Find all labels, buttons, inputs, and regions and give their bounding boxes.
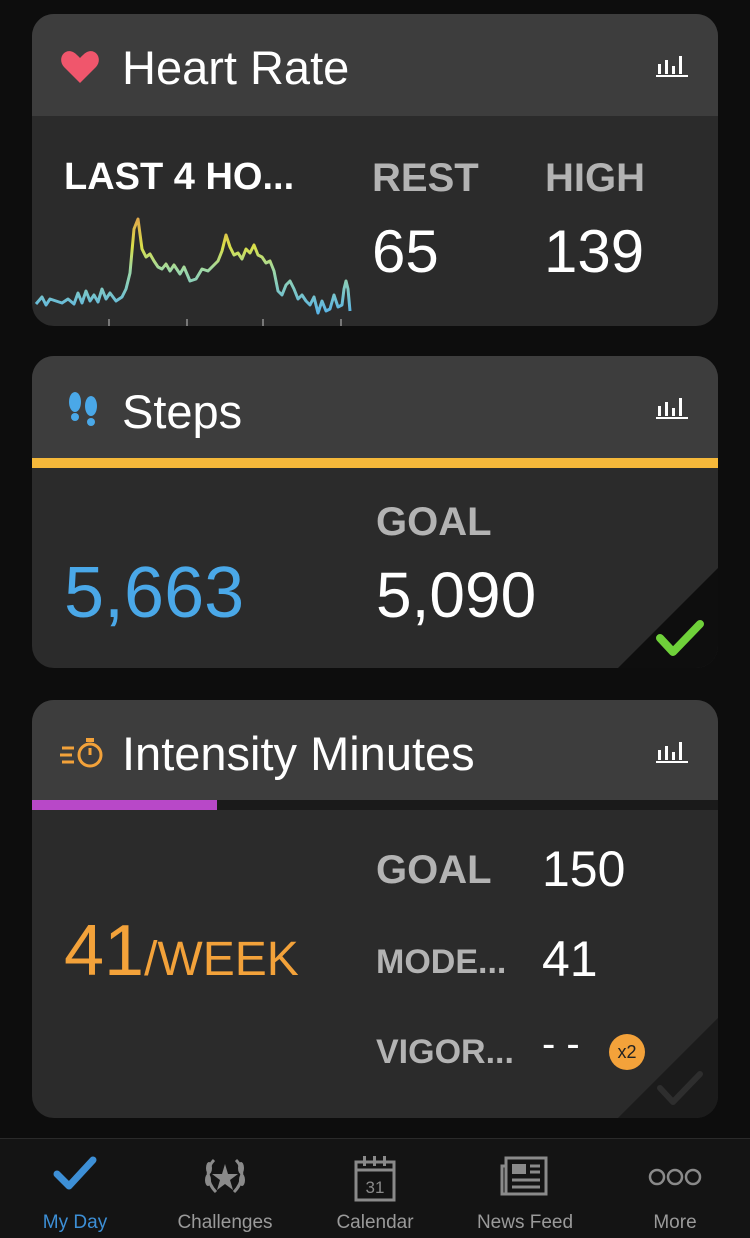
heart-rate-header[interactable]: Heart Rate — [32, 14, 718, 116]
high-value: 139 — [544, 218, 645, 285]
intensity-value: 41 — [64, 911, 145, 991]
steps-progress-track — [32, 458, 718, 468]
tab-label: More — [653, 1212, 697, 1233]
moderate-label: MODE... — [376, 943, 507, 981]
steps-title: Steps — [122, 385, 243, 438]
stats-icon[interactable] — [656, 396, 688, 420]
rest-value: 65 — [372, 218, 439, 285]
intensity-card[interactable]: Intensity Minutes 41/WEEK GOAL 150 MODE.… — [32, 700, 718, 1118]
intensity-title: Intensity Minutes — [122, 727, 475, 780]
stats-icon[interactable] — [656, 54, 688, 78]
stats-icon[interactable] — [656, 740, 688, 764]
steps-progress-fill — [32, 458, 718, 468]
intensity-value-group: 41/WEEK — [64, 910, 299, 992]
tab-label: Calendar — [336, 1212, 414, 1233]
heart-icon — [61, 51, 99, 83]
tab-label: Challenges — [177, 1212, 273, 1233]
goal-corner — [618, 568, 718, 668]
check-icon — [53, 1156, 97, 1190]
svg-text:31: 31 — [366, 1178, 385, 1197]
laurel-icon — [205, 1158, 245, 1194]
multiplier-text: x2 — [617, 1042, 637, 1062]
steps-header[interactable]: Steps — [32, 356, 718, 460]
intensity-goal-value: 150 — [542, 841, 626, 897]
intensity-unit: /WEEK — [144, 933, 299, 986]
stopwatch-icon — [60, 738, 103, 768]
high-label: HIGH — [545, 156, 645, 200]
heart-rate-title: Heart Rate — [122, 41, 350, 94]
tab-label: My Day — [42, 1212, 108, 1233]
rest-label: REST — [372, 156, 479, 200]
moderate-value: 41 — [542, 931, 598, 987]
steps-goal-label: GOAL — [376, 500, 492, 544]
vigorous-label: VIGOR... — [376, 1033, 514, 1071]
calendar-icon: 31 — [354, 1156, 396, 1202]
heart-rate-sparkline — [32, 217, 352, 326]
vigorous-value: - - — [542, 1022, 580, 1066]
more-icon — [648, 1168, 702, 1186]
goal-corner — [618, 1018, 718, 1118]
check-icon — [657, 1071, 703, 1105]
newspaper-icon — [500, 1156, 548, 1196]
intensity-goal-label: GOAL — [376, 848, 492, 892]
heart-rate-card[interactable]: Heart Rate LAST 4 HO... REST 65 HIGH 139 — [32, 14, 718, 326]
steps-value: 5,663 — [64, 553, 245, 633]
period-label: LAST 4 HO... — [64, 156, 295, 198]
tab-label: News Feed — [476, 1212, 574, 1233]
tab-bar — [0, 1138, 750, 1238]
intensity-header[interactable]: Intensity Minutes — [32, 700, 718, 802]
intensity-progress-fill — [32, 800, 218, 810]
steps-goal-value: 5,090 — [376, 559, 537, 631]
footprints-icon — [69, 392, 97, 426]
steps-card[interactable]: Steps 5,663 GOAL 5,090 — [32, 356, 718, 668]
check-icon — [656, 620, 704, 656]
multiplier-badge: x2 — [609, 1034, 645, 1070]
intensity-progress-track — [32, 800, 718, 810]
